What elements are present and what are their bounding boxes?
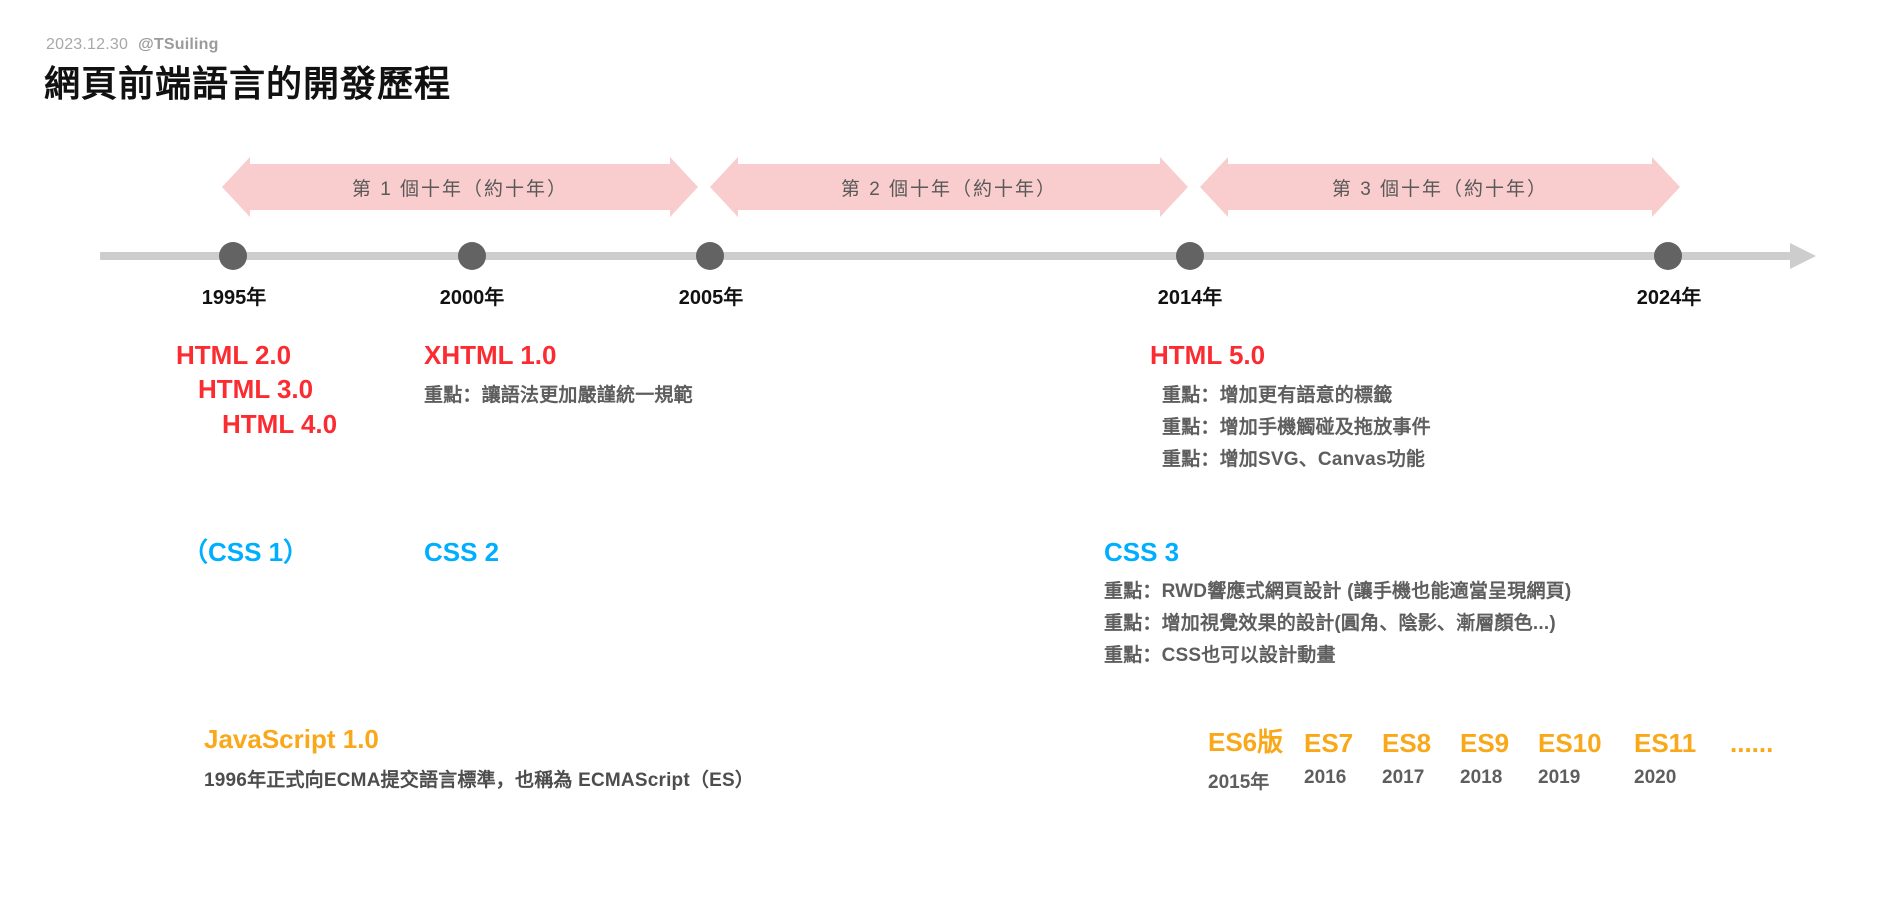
decade-label: 第 3 個十年（約十年）: [1331, 178, 1549, 200]
arrow-head-right-icon: [670, 157, 698, 217]
timeline-dot-2024: [1654, 242, 1682, 270]
axis-arrow-icon: [1790, 243, 1816, 269]
timeline-axis: [100, 243, 1816, 269]
timeline-label-1995: 1995年: [201, 287, 267, 309]
page-title: 網頁前端語言的開發歷程: [44, 63, 452, 104]
decade-label: 第 1 個十年（約十年）: [351, 178, 569, 200]
ecmascript-version-row: ES6版 ES7 ES8 ES9 ES10 ES11 ......: [1208, 722, 1773, 759]
timeline-label-2024: 2024年: [1636, 287, 1702, 309]
header-date: 2023.12.30: [46, 36, 129, 53]
css2-block: CSS 2: [424, 535, 499, 569]
html5-bullet: 重點：增加更有語意的標籤: [1162, 385, 1393, 407]
xhtml-bullet: 重點：讓語法更加嚴謹統一規範: [424, 385, 693, 407]
javascript-block: JavaScript 1.0 1996年正式向ECMA提交語言標準，也稱為 EC…: [204, 722, 754, 792]
es-year-label: 2016: [1304, 767, 1347, 788]
css1-block: （CSS 1）: [182, 535, 309, 569]
es-year-label: 2019: [1538, 767, 1581, 788]
decade-banner-2: 第 2 個十年（約十年）: [710, 157, 1188, 217]
es-year-label: 2017: [1382, 767, 1425, 788]
xhtml-block: XHTML 1.0 重點：讓語法更加嚴謹統一規範: [424, 338, 693, 412]
es-year-label: 2015年: [1208, 772, 1270, 793]
html-early-block: HTML 2.0 HTML 3.0 HTML 4.0: [176, 338, 337, 441]
es-version-label: ES9: [1460, 728, 1510, 758]
arrow-head-left-icon: [710, 157, 738, 217]
decade-banner-1: 第 1 個十年（約十年）: [222, 157, 698, 217]
es-year-label: 2020: [1634, 767, 1677, 788]
arrow-head-left-icon: [1200, 157, 1228, 217]
es-version-label: ES10: [1538, 728, 1602, 758]
css1-title: （CSS 1）: [182, 537, 310, 567]
html-version-label: HTML 3.0: [198, 374, 314, 405]
html5-title: HTML 5.0: [1150, 340, 1266, 370]
css2-title: CSS 2: [424, 537, 500, 567]
header-handle: @TSuiling: [138, 36, 219, 53]
css3-bullet: 重點：增加視覺效果的設計(圓角、陰影、漸層顏色...): [1104, 613, 1556, 635]
css3-bullet: 重點：RWD響應式網頁設計 (讓手機也能適當呈現網頁): [1104, 581, 1572, 603]
header-meta: 2023.12.30 @TSuiling: [46, 36, 219, 54]
timeline-label-2000: 2000年: [439, 287, 505, 309]
ecmascript-year-row: 2015年 2016 2017 2018 2019 2020: [1208, 767, 1773, 794]
css3-title: CSS 3: [1104, 537, 1180, 567]
xhtml-title: XHTML 1.0: [424, 340, 557, 370]
arrow-head-right-icon: [1652, 157, 1680, 217]
decade-label: 第 2 個十年（約十年）: [840, 178, 1058, 200]
timeline-dot-2014: [1176, 242, 1204, 270]
html5-bullet: 重點：增加手機觸碰及拖放事件: [1162, 417, 1431, 439]
decade-banner-3: 第 3 個十年（約十年）: [1200, 157, 1680, 217]
html-version-label: HTML 4.0: [222, 408, 338, 439]
es-version-ellipsis: ......: [1730, 728, 1774, 758]
arrow-head-left-icon: [222, 157, 250, 217]
javascript-note: 1996年正式向ECMA提交語言標準，也稱為 ECMAScript（ES）: [204, 770, 755, 792]
css3-block: CSS 3 重點：RWD響應式網頁設計 (讓手機也能適當呈現網頁) 重點：增加視…: [1104, 535, 1571, 672]
timeline-label-2005: 2005年: [678, 287, 744, 309]
es-version-label: ES6版: [1208, 727, 1284, 757]
html-version-label: HTML 2.0: [176, 340, 292, 370]
html5-bullet: 重點：增加SVG、Canvas功能: [1162, 449, 1426, 471]
es-version-label: ES8: [1382, 728, 1432, 758]
timeline-dot-2000: [458, 242, 486, 270]
es-year-label: 2018: [1460, 767, 1503, 788]
timeline-dot-1995: [219, 242, 247, 270]
arrow-head-right-icon: [1160, 157, 1188, 217]
timeline-label-2014: 2014年: [1157, 287, 1223, 309]
timeline-dot-2005: [696, 242, 724, 270]
html5-block: HTML 5.0 重點：增加更有語意的標籤 重點：增加手機觸碰及拖放事件 重點：…: [1150, 338, 1431, 476]
es-version-label: ES11: [1634, 728, 1697, 758]
javascript-title: JavaScript 1.0: [204, 724, 379, 754]
ecmascript-block: ES6版 ES7 ES8 ES9 ES10 ES11 ...... 2015年 …: [1208, 722, 1773, 794]
es-version-label: ES7: [1304, 728, 1354, 758]
css3-bullet: 重點：CSS也可以設計動畫: [1104, 645, 1336, 667]
